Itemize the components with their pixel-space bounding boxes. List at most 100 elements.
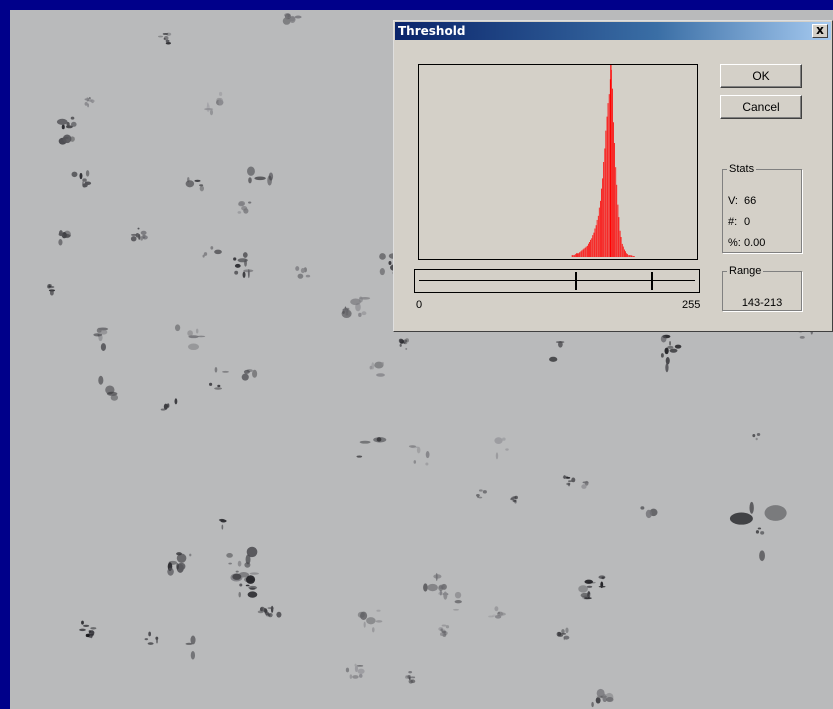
particle <box>144 638 149 641</box>
particle <box>602 693 607 703</box>
particle <box>209 109 214 116</box>
particle <box>176 552 182 556</box>
particle <box>665 356 670 365</box>
particle <box>591 701 594 708</box>
particle <box>226 553 233 558</box>
particle <box>135 232 140 238</box>
particle <box>174 324 181 332</box>
particle <box>176 553 187 563</box>
particle <box>249 572 260 575</box>
particle <box>63 230 71 239</box>
particle <box>203 252 208 256</box>
particle <box>578 585 588 593</box>
particle <box>667 345 674 349</box>
particle <box>352 675 359 679</box>
particle <box>48 284 52 288</box>
cancel-button[interactable]: Cancel <box>720 95 802 119</box>
particle <box>289 16 296 22</box>
particle <box>399 338 404 343</box>
close-button[interactable]: x <box>812 23 828 38</box>
particle <box>440 628 443 632</box>
stat-count-value: 0 <box>744 216 751 228</box>
particle <box>194 179 201 183</box>
title-bar[interactable]: Threshold x <box>395 22 831 40</box>
ok-button[interactable]: OK <box>720 64 802 88</box>
particle <box>148 631 152 637</box>
particle <box>87 103 90 108</box>
stat-percent-value: 0.00 <box>744 237 766 249</box>
particle <box>361 311 367 316</box>
particle <box>349 674 353 679</box>
particle <box>93 333 103 337</box>
histogram-chart <box>418 64 698 260</box>
particle <box>359 440 371 444</box>
particle <box>130 236 137 242</box>
stat-v-value: 66 <box>744 195 757 207</box>
particle <box>505 448 509 451</box>
particle <box>237 211 242 214</box>
particle <box>660 335 667 343</box>
particle <box>478 496 483 499</box>
particle <box>285 13 291 20</box>
particle <box>61 124 65 130</box>
range-slider[interactable] <box>414 269 700 293</box>
particle <box>756 433 761 437</box>
particle <box>408 670 413 674</box>
particle <box>356 455 363 458</box>
particle <box>228 562 232 565</box>
particle <box>105 385 115 395</box>
particle <box>664 347 669 355</box>
particle <box>403 342 408 345</box>
particle <box>249 587 256 590</box>
particle <box>674 344 682 349</box>
particle <box>358 312 362 317</box>
particle <box>285 14 288 21</box>
particle <box>760 531 765 535</box>
particle <box>408 676 411 681</box>
particle <box>242 271 246 278</box>
particle <box>669 348 678 353</box>
stat-percent-key: %: <box>728 237 741 249</box>
range-group: Range 143-213 <box>722 265 802 311</box>
particle <box>374 361 384 369</box>
particle <box>147 642 154 645</box>
particle <box>645 509 652 519</box>
particle <box>98 375 104 385</box>
particle <box>252 369 258 378</box>
particle <box>502 437 506 441</box>
particle <box>606 697 614 703</box>
particle <box>598 585 606 588</box>
particle <box>305 274 311 278</box>
particle <box>759 550 765 562</box>
particle <box>381 361 384 366</box>
particle <box>110 394 118 401</box>
particle <box>350 298 361 306</box>
particle <box>185 180 195 188</box>
particle <box>755 530 760 534</box>
particle <box>248 177 252 184</box>
particle <box>344 306 347 311</box>
particle <box>259 607 263 612</box>
particle <box>100 343 107 351</box>
particle <box>376 437 382 442</box>
lower-threshold-handle[interactable] <box>574 272 577 290</box>
particle <box>358 673 363 678</box>
particle <box>376 373 385 377</box>
particle <box>239 583 243 587</box>
particle <box>433 574 442 579</box>
particle <box>440 632 444 636</box>
particle <box>295 266 300 271</box>
particle <box>595 697 601 704</box>
particle <box>221 524 224 530</box>
particle <box>408 679 413 684</box>
particle <box>96 327 102 333</box>
particle <box>356 665 364 667</box>
particle <box>366 617 376 625</box>
particle <box>100 329 108 335</box>
particle <box>556 631 561 637</box>
particle <box>90 627 97 630</box>
particle <box>58 239 63 246</box>
upper-threshold-handle[interactable] <box>651 272 654 290</box>
particle <box>195 328 199 334</box>
particle <box>82 181 84 187</box>
